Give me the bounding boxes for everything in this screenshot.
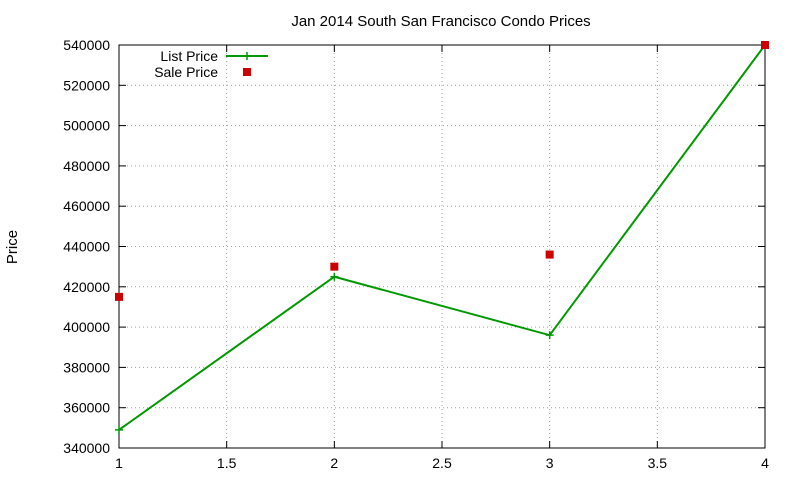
tick-labels: 1 1.5 2 2.5 3 3.5 4 340000 360000 380000 400000 420… bbox=[63, 37, 769, 471]
legend-swatch-plus bbox=[243, 52, 251, 60]
chart-title: Jan 2014 South San Francisco Condo Price… bbox=[291, 13, 590, 30]
legend-entry: List Price bbox=[160, 48, 268, 64]
y-tick-label: 400000 bbox=[63, 319, 110, 335]
y-axis-label: Price bbox=[4, 230, 21, 264]
data-point-square bbox=[330, 262, 339, 271]
y-tick-label: 460000 bbox=[63, 198, 110, 214]
y-tick-label: 420000 bbox=[63, 279, 110, 295]
y-tick-label: 380000 bbox=[63, 359, 110, 375]
data-series bbox=[115, 41, 769, 434]
y-tick-label: 360000 bbox=[63, 400, 110, 416]
legend-entry: Sale Price bbox=[154, 64, 251, 80]
x-tick-label: 1 bbox=[115, 455, 123, 471]
y-tick-label: 480000 bbox=[63, 158, 110, 174]
data-point-plus bbox=[115, 425, 123, 434]
axes bbox=[118, 44, 766, 449]
x-tick-label: 3.5 bbox=[648, 455, 668, 471]
y-tick-label: 440000 bbox=[63, 239, 110, 255]
y-tick-label: 340000 bbox=[63, 440, 110, 456]
x-tick-label: 1.5 bbox=[217, 455, 237, 471]
data-point-plus bbox=[545, 331, 554, 340]
legend-label: List Price bbox=[160, 48, 218, 64]
data-point-square bbox=[545, 250, 554, 259]
y-tick-label: 520000 bbox=[63, 77, 110, 93]
legend-swatch-square bbox=[243, 68, 251, 76]
series-sale-price bbox=[115, 41, 769, 301]
x-tick-label: 2 bbox=[330, 455, 338, 471]
legend-label: Sale Price bbox=[154, 64, 218, 80]
y-tick-label: 500000 bbox=[63, 118, 110, 134]
series-line bbox=[118, 44, 766, 431]
x-tick-label: 2.5 bbox=[432, 455, 452, 471]
data-point-square bbox=[761, 41, 769, 49]
data-point-square bbox=[115, 292, 123, 301]
y-tick-label: 540000 bbox=[63, 37, 110, 53]
x-tick-label: 4 bbox=[761, 455, 769, 471]
x-tick-label: 3 bbox=[546, 455, 554, 471]
data-point-plus bbox=[330, 272, 339, 281]
